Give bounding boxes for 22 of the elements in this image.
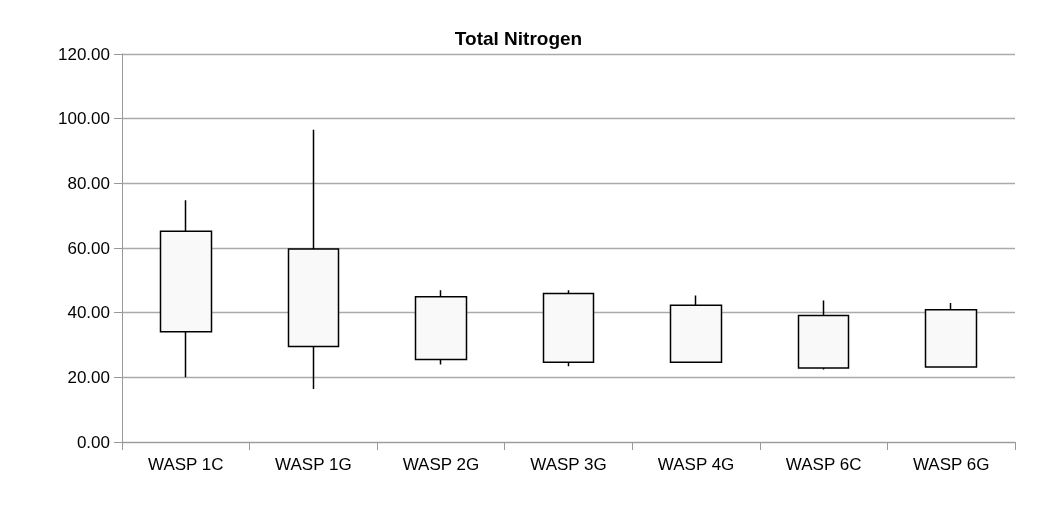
- y-tick-label: 40.00: [67, 303, 110, 323]
- x-tick-label: WASP 6C: [785, 455, 862, 474]
- chart-title: Total Nitrogen: [454, 28, 583, 49]
- y-tick-label: 100.00: [58, 109, 110, 129]
- candlestick: [797, 299, 850, 371]
- candlestick: [542, 289, 595, 368]
- candlestick: [924, 302, 978, 369]
- y-tick-label: 80.00: [67, 173, 110, 193]
- y-tick-label: 20.00: [67, 367, 110, 387]
- candlestick: [287, 128, 340, 390]
- y-tick-label: 120.00: [58, 44, 110, 64]
- y-tick-label: 0.00: [76, 432, 110, 452]
- x-tick-label: WASP 2G: [402, 455, 480, 474]
- x-tick-label: WASP 1G: [275, 455, 352, 474]
- x-tick-label: WASP 1C: [147, 455, 224, 474]
- y-tick-label: 60.00: [67, 238, 110, 258]
- candlestick: [159, 199, 213, 379]
- candlestick: [669, 294, 723, 363]
- x-tick-label: WASP 4G: [657, 455, 735, 474]
- x-tick-label: WASP 3G: [530, 455, 607, 474]
- x-tick-label: WASP 6G: [912, 455, 990, 474]
- candlestick: [414, 289, 468, 366]
